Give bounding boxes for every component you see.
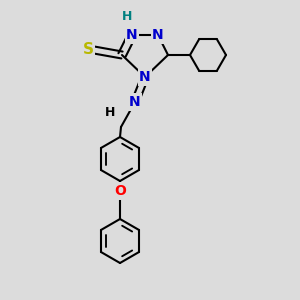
Text: N: N bbox=[139, 70, 151, 84]
Text: N: N bbox=[126, 28, 138, 42]
Text: H: H bbox=[122, 11, 132, 23]
Text: H: H bbox=[105, 106, 115, 118]
Text: N: N bbox=[129, 95, 141, 109]
Text: S: S bbox=[82, 43, 94, 58]
Text: N: N bbox=[152, 28, 164, 42]
Text: O: O bbox=[114, 184, 126, 198]
